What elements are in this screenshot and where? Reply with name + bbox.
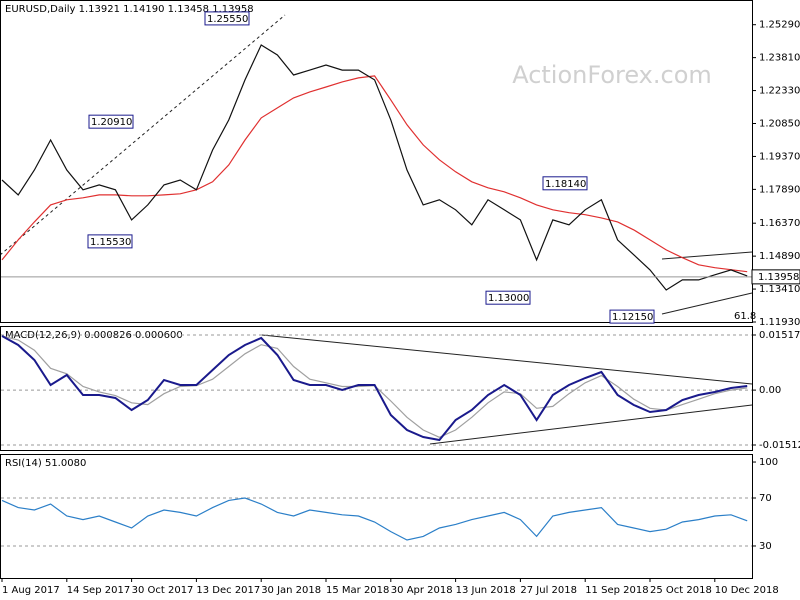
x-tick-label: 14 Sep 2017 — [67, 585, 130, 596]
rsi-panel-border — [0, 454, 753, 579]
x-tick-label: 30 Apr 2018 — [391, 585, 453, 596]
y-tick-label: 1.22330 — [759, 86, 800, 97]
y-tick-label: 1.14890 — [759, 251, 800, 262]
x-tick-label: 30 Jan 2018 — [261, 585, 321, 596]
triangle-upper — [661, 251, 753, 260]
y-tick-label: 100 — [759, 457, 778, 468]
x-tick-label: 25 Oct 2018 — [650, 585, 712, 596]
macd-trend-upper — [261, 334, 753, 385]
series-line — [1, 75, 748, 273]
fib-label: 61.8 — [734, 311, 756, 322]
y-tick-label: 1.19370 — [759, 151, 800, 162]
y-tick-label: 1.11930 — [759, 317, 800, 328]
trend-line — [0, 14, 286, 256]
y-tick-label: 70 — [759, 493, 772, 504]
x-tick-label: 30 Oct 2017 — [132, 585, 194, 596]
y-tick-label: 0.015178 — [759, 330, 800, 341]
x-tick-label: 1 Aug 2017 — [2, 585, 60, 596]
x-tick-label: 15 Mar 2018 — [326, 585, 389, 596]
x-tick-label: 11 Sep 2018 — [585, 585, 648, 596]
annotation: 1.12150 — [612, 312, 653, 323]
annotation: 1.13000 — [488, 293, 529, 304]
annotation-box — [542, 176, 588, 191]
annotation-box — [88, 114, 134, 129]
y-tick-label: 1.17890 — [759, 184, 800, 195]
y-tick-label: 0.00 — [759, 385, 781, 396]
price-title: EURUSD,Daily 1.13921 1.14190 1.13458 1.1… — [5, 4, 254, 15]
annotation: 1.20910 — [91, 117, 132, 128]
annotation-box — [609, 309, 655, 324]
y-tick-label: 30 — [759, 541, 772, 552]
series-line — [1, 335, 748, 442]
x-tick-label: 13 Jun 2018 — [456, 585, 516, 596]
y-tick-label: -0.015126 — [759, 440, 800, 451]
y-tick-label: 1.23810 — [759, 53, 800, 64]
annotation-box — [87, 234, 133, 249]
price-panel-border — [0, 0, 753, 323]
series-line — [1, 497, 748, 541]
series-line — [1, 44, 748, 291]
x-tick-label: 27 Jul 2018 — [520, 585, 577, 596]
x-tick-label: 10 Dec 2018 — [715, 585, 779, 596]
rsi-title: RSI(14) 51.0080 — [5, 458, 86, 469]
y-tick-label: 1.13410 — [759, 284, 800, 295]
x-tick-label: 13 Dec 2017 — [196, 585, 260, 596]
macd-trend-lower — [429, 404, 753, 445]
annotation: 1.15530 — [90, 237, 131, 248]
macd-panel-border — [0, 326, 753, 451]
y-tick-label: 1.20850 — [759, 119, 800, 130]
last-price-box — [751, 269, 800, 285]
last-price-label: 1.13958 — [758, 272, 799, 283]
watermark: ActionForex.com — [512, 61, 712, 89]
annotation-box — [485, 290, 531, 305]
annotation: 1.18140 — [545, 179, 586, 190]
annotation-box — [204, 11, 250, 26]
y-tick-label: 1.25290 — [759, 20, 800, 31]
triangle-lower — [661, 292, 753, 315]
y-tick-label: 1.16370 — [759, 218, 800, 229]
annotation: 1.25550 — [207, 14, 248, 25]
